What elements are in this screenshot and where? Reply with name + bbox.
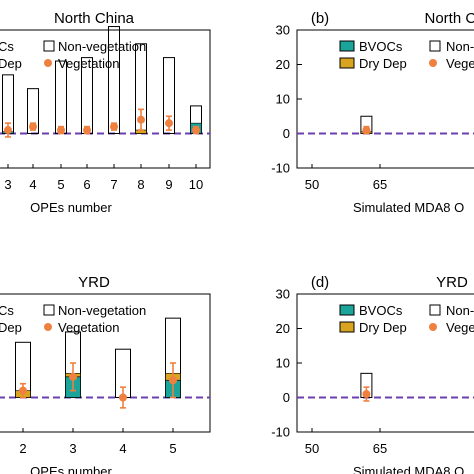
y-tick-label: 10 bbox=[276, 356, 290, 371]
vegetation-point bbox=[19, 386, 27, 395]
panel-label: (d) bbox=[311, 274, 329, 291]
legend-swatch-non-vegetation bbox=[429, 40, 441, 52]
vegetation-point bbox=[4, 126, 12, 135]
legend-label-bvocs: BVOCs bbox=[359, 39, 403, 54]
x-tick-label: 7 bbox=[110, 177, 117, 192]
y-tick-label: -10 bbox=[271, 161, 290, 176]
legend-label-dry-dep: Dry Dep bbox=[359, 320, 407, 335]
y-tick-label: 30 bbox=[276, 23, 290, 38]
y-tick-label: 10 bbox=[276, 92, 290, 107]
x-tick-label: 3 bbox=[4, 177, 11, 192]
x-tick-label: 5 bbox=[169, 441, 176, 456]
vegetation-point bbox=[57, 126, 65, 135]
vegetation-point bbox=[169, 376, 177, 385]
legend-label-bvocs: Cs bbox=[0, 39, 14, 54]
x-tick-label: 65 bbox=[373, 441, 387, 456]
vegetation-point bbox=[83, 126, 91, 135]
x-tick-label: 4 bbox=[29, 177, 36, 192]
x-tick-label: 9 bbox=[165, 177, 172, 192]
x-axis-label: OPEs number bbox=[30, 464, 112, 474]
legend-label-non-vegetation: Non- bbox=[446, 39, 474, 54]
vegetation-point bbox=[362, 390, 371, 399]
x-tick-label: 8 bbox=[137, 177, 144, 192]
legend-label-vegetation: Vegetation bbox=[58, 56, 119, 71]
vegetation-point bbox=[137, 115, 145, 124]
x-tick-label: 6 bbox=[83, 177, 90, 192]
x-tick-label: 50 bbox=[305, 177, 319, 192]
x-axis-label: OPEs number bbox=[30, 200, 112, 215]
y-tick-label: 0 bbox=[283, 390, 290, 405]
legend-swatch-bvocs bbox=[339, 304, 355, 316]
legend-label-bvocs: Cs bbox=[0, 303, 14, 318]
y-tick-label: 20 bbox=[276, 57, 290, 72]
panel-title: YRD bbox=[436, 274, 468, 291]
vegetation-point bbox=[29, 122, 37, 131]
y-tick-label: 30 bbox=[276, 287, 290, 302]
panel-frame bbox=[0, 29, 211, 169]
x-tick-label: 50 bbox=[305, 441, 319, 456]
legend-swatch-non-vegetation bbox=[43, 40, 55, 52]
panel-label: (b) bbox=[311, 10, 329, 27]
legend-label-vegetation: Vege bbox=[446, 56, 474, 71]
panel-title: North Cl bbox=[424, 10, 474, 27]
x-tick-label: 10 bbox=[189, 177, 203, 192]
vegetation-point bbox=[110, 122, 118, 131]
legend-swatch-non-vegetation bbox=[429, 304, 441, 316]
legend-label-vegetation: Vege bbox=[446, 320, 474, 335]
legend-label-dry-dep: Dry Dep bbox=[359, 56, 407, 71]
vegetation-point bbox=[119, 393, 127, 402]
legend-swatch-non-vegetation bbox=[43, 304, 55, 316]
legend-swatch-bvocs bbox=[339, 40, 355, 52]
bar-non-vegetation bbox=[55, 60, 67, 134]
legend-swatch-dry-dep bbox=[339, 57, 355, 69]
bar-non-vegetation bbox=[108, 26, 120, 134]
panel-frame bbox=[0, 293, 211, 433]
legend-label-non-vegetation: Non-vegetation bbox=[58, 39, 146, 54]
panel-title: North China bbox=[54, 10, 135, 27]
legend-swatch-dry-dep bbox=[339, 321, 355, 333]
x-tick-label: 4 bbox=[119, 441, 126, 456]
legend-label-dry-dep: Dep bbox=[0, 56, 22, 71]
x-tick-label: 5 bbox=[57, 177, 64, 192]
y-tick-label: 0 bbox=[283, 126, 290, 141]
x-axis-label: Simulated MDA8 O bbox=[353, 464, 464, 474]
y-tick-label: -10 bbox=[271, 425, 290, 440]
bar-non-vegetation bbox=[27, 88, 39, 134]
vegetation-point bbox=[165, 119, 173, 128]
vegetation-point bbox=[69, 372, 77, 381]
x-tick-label: 65 bbox=[373, 177, 387, 192]
vegetation-point bbox=[362, 126, 371, 135]
x-tick-label: 3 bbox=[69, 441, 76, 456]
legend-marker-vegetation bbox=[429, 323, 437, 331]
legend-label-dry-dep: Dep bbox=[0, 320, 22, 335]
legend-label-non-vegetation: Non- bbox=[446, 303, 474, 318]
x-tick-label: 2 bbox=[19, 441, 26, 456]
legend-label-vegetation: Vegetation bbox=[58, 320, 119, 335]
legend-marker-vegetation bbox=[44, 323, 52, 331]
x-axis-label: Simulated MDA8 O bbox=[353, 200, 464, 215]
vegetation-point bbox=[192, 126, 200, 135]
legend-label-bvocs: BVOCs bbox=[359, 303, 403, 318]
panel-title: YRD bbox=[78, 274, 110, 291]
legend-marker-vegetation bbox=[44, 59, 52, 67]
legend-label-non-vegetation: Non-vegetation bbox=[58, 303, 146, 318]
bar-non-vegetation bbox=[163, 57, 175, 134]
y-tick-label: 20 bbox=[276, 321, 290, 336]
legend-marker-vegetation bbox=[429, 59, 437, 67]
